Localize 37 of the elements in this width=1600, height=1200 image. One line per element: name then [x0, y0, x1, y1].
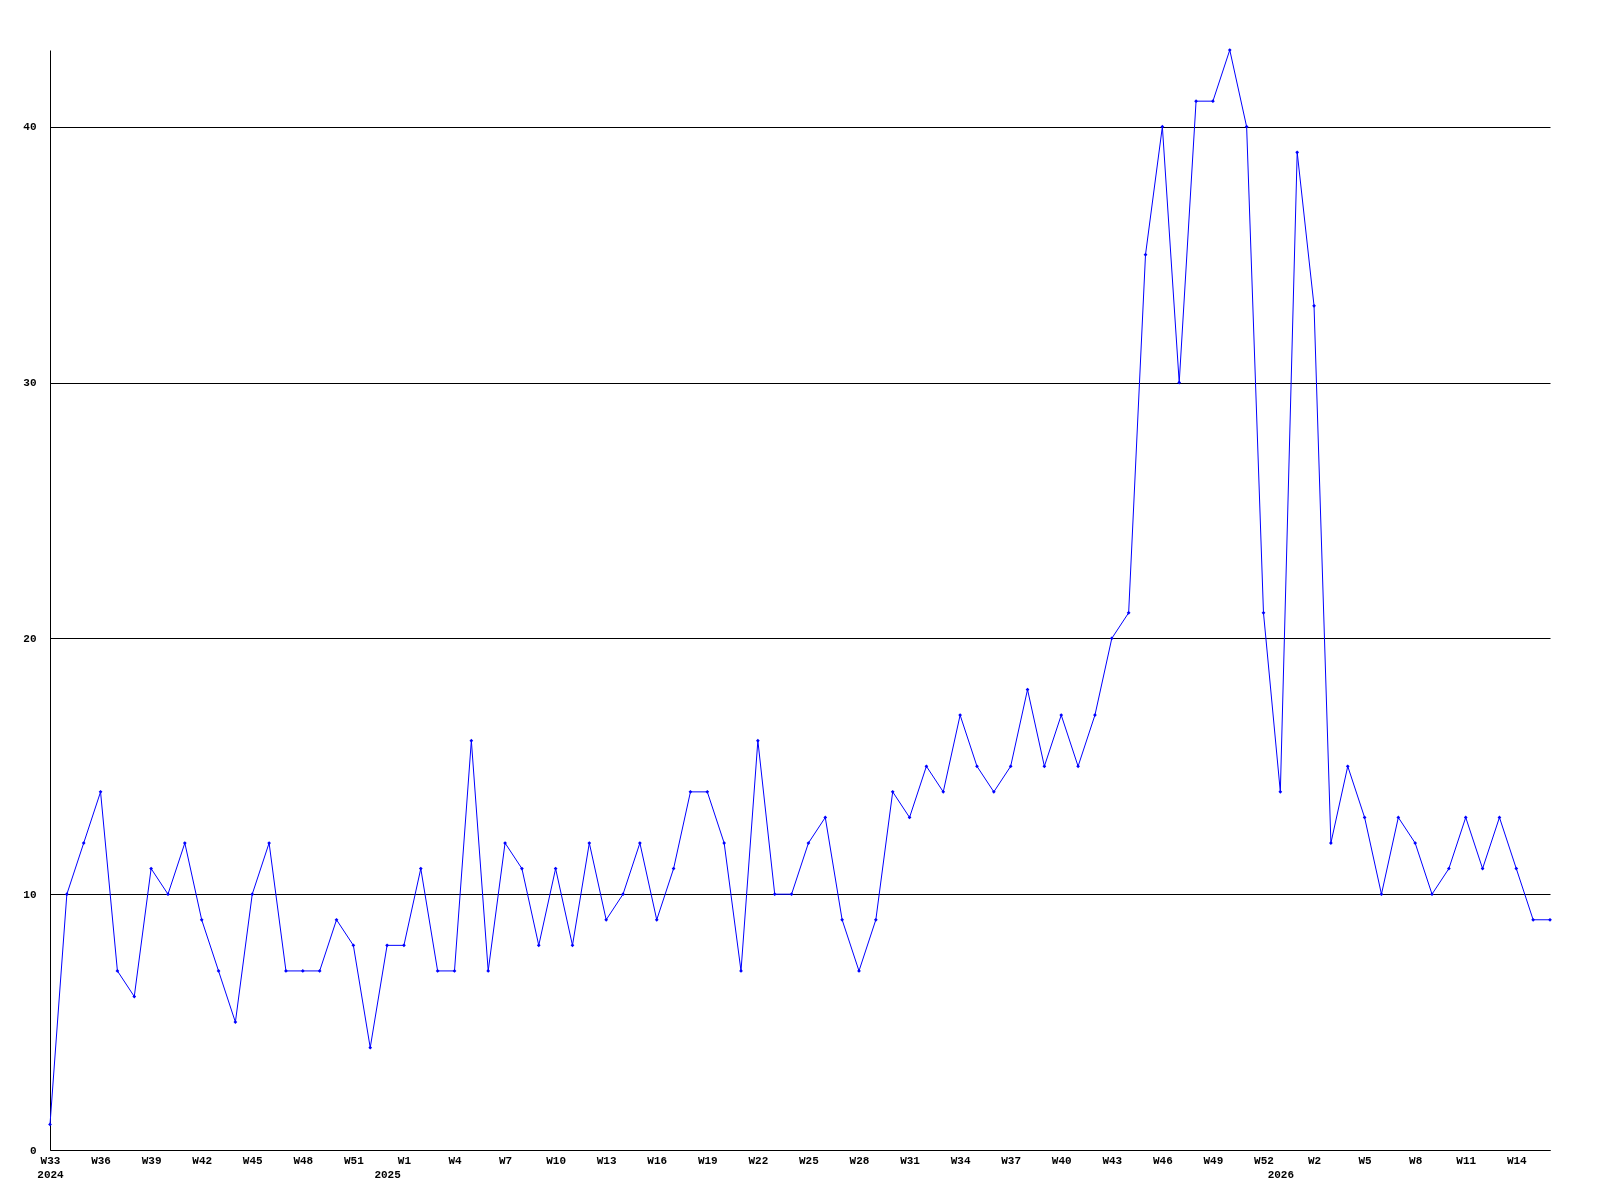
x-tick-label: W33 2024 — [37, 1154, 65, 1181]
x-tick-label: W10 — [546, 1154, 567, 1167]
x-tick-label: W8 — [1409, 1154, 1423, 1167]
x-tick-label: W37 — [1001, 1154, 1022, 1167]
x-tick-label: W28 — [849, 1154, 870, 1167]
x-tick-label: W43 — [1102, 1154, 1123, 1167]
x-tick-label: W4 — [448, 1154, 462, 1167]
x-tick-label: W49 — [1203, 1154, 1224, 1167]
x-tick-label: W45 — [242, 1154, 264, 1167]
x-tick-label: W7 — [498, 1154, 513, 1167]
x-tick-label: W16 — [647, 1154, 668, 1167]
x-tick-label: W5 — [1358, 1154, 1373, 1167]
y-tick-label: 20 — [23, 632, 37, 645]
x-tick-label: W42 — [192, 1154, 213, 1167]
x-tick-label: 2026 — [1267, 1168, 1295, 1181]
x-tick-label: W40 — [1051, 1154, 1072, 1167]
y-tick-label: 10 — [23, 888, 37, 901]
y-tick-label: 0 — [29, 1144, 37, 1157]
x-tick-label: W14 — [1506, 1154, 1528, 1167]
x-tick-label: 2025 — [374, 1168, 402, 1181]
x-tick-label: W19 — [697, 1154, 718, 1167]
x-tick-label: W13 — [596, 1154, 617, 1167]
x-tick-label: W31 — [900, 1154, 921, 1167]
x-tick-label: W48 — [293, 1154, 314, 1167]
x-tick-label: W25 — [799, 1154, 820, 1167]
x-tick-label: W22 — [748, 1154, 769, 1167]
y-tick-label: 40 — [23, 121, 37, 134]
x-tick-label: W52 — [1254, 1154, 1274, 1167]
x-tick-label: W2 — [1307, 1154, 1322, 1167]
y-tick-label: 30 — [23, 377, 37, 390]
x-tick-label: W39 — [141, 1154, 162, 1167]
x-tick-label: W34 — [950, 1154, 971, 1167]
x-tick-label: W46 — [1152, 1154, 1173, 1167]
x-tick-label: W1 — [397, 1154, 412, 1167]
x-tick-label: W36 — [91, 1154, 111, 1167]
x-tick-label: W11 — [1456, 1154, 1477, 1167]
x-tick-label: W51 — [343, 1154, 365, 1167]
